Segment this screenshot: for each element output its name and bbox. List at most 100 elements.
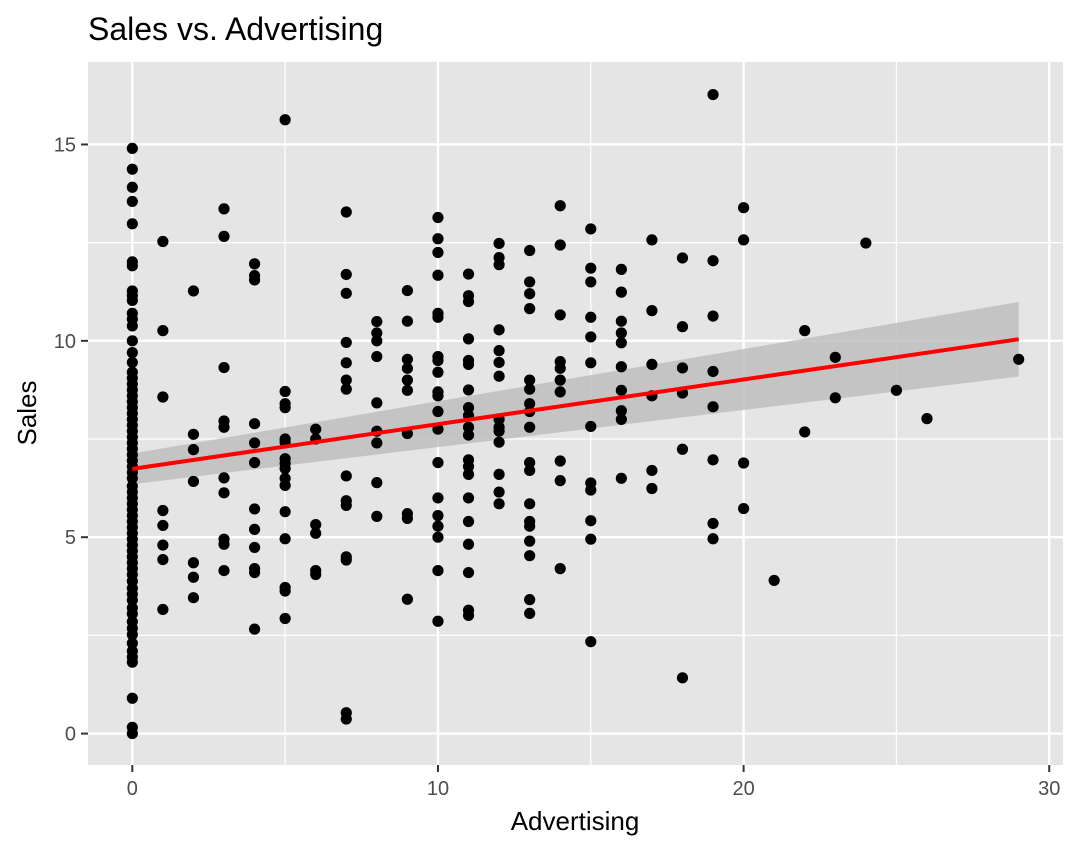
data-point [310,568,322,581]
data-point [524,520,536,532]
x-tick-label: 30 [1038,778,1060,800]
data-point [187,444,200,456]
y-axis: 0 5 10 15 [54,134,88,746]
data-point [126,195,138,208]
data-point [432,246,444,259]
data-point [738,202,750,214]
data-point [126,260,138,272]
data-point [585,276,597,288]
data-point [157,391,169,403]
data-point [676,252,689,264]
data-point [554,475,566,487]
y-tick-label: 5 [65,527,76,549]
data-point [585,311,597,323]
data-point [187,285,200,297]
data-point [829,392,841,404]
data-point [126,181,138,193]
data-point [554,563,566,575]
data-point [462,492,475,504]
data-point [524,464,536,477]
data-point [615,337,627,349]
data-point [279,479,291,491]
data-point [340,499,352,512]
x-tick-label: 10 [427,778,449,800]
data-point [126,320,138,332]
data-point [248,274,261,286]
data-point [462,468,475,480]
data-point [401,284,413,297]
grid-major [88,62,1063,765]
data-point [279,385,291,398]
data-point [279,402,291,414]
confidence-band-layer [132,301,1019,485]
data-point [493,324,505,336]
data-point [493,237,505,250]
data-point [218,564,230,577]
data-point [432,615,444,627]
data-point [462,538,475,550]
data-point [187,475,200,488]
data-point [493,498,505,510]
data-point [1013,353,1025,365]
data-point [340,713,352,725]
data-point [157,539,169,551]
data-point [279,533,291,545]
data-point [340,383,352,395]
data-point [799,426,811,438]
data-point [890,384,903,396]
data-point [585,262,597,274]
data-point [371,327,383,339]
data-point [462,295,475,308]
data-point [432,531,444,543]
data-point [248,523,261,535]
y-tick-label: 0 [65,724,76,746]
data-point [585,420,597,433]
data-point [493,425,505,437]
data-point [585,331,597,343]
data-point [615,405,627,417]
data-point [554,386,566,398]
data-point [432,311,444,323]
data-point [585,484,597,496]
data-point [126,692,138,704]
data-point [432,405,444,418]
data-point [462,384,475,396]
y-tick-label: 10 [54,331,76,353]
data-point [462,402,475,414]
data-point [157,325,169,337]
data-point [462,358,475,371]
data-point [615,413,627,425]
data-point [524,607,536,620]
data-point [707,517,719,530]
data-point [248,503,261,515]
data-point [676,362,689,374]
data-point [462,268,475,280]
data-point [921,413,933,425]
data-point [279,114,291,126]
data-point [524,550,536,562]
x-tick-label: 20 [732,778,754,800]
data-point [218,421,230,433]
data-point [524,383,536,395]
data-point [707,365,719,378]
data-point [524,398,536,410]
data-point [126,656,138,668]
x-axis: 0 10 20 30 [127,765,1060,800]
data-point [524,535,536,547]
data-point [340,336,352,349]
data-point [279,585,291,597]
data-point [218,472,230,484]
y-axis-title: Sales [12,380,42,445]
data-point [524,303,536,315]
data-point [340,268,352,281]
data-point [524,594,536,606]
data-point [462,515,475,528]
data-point [218,487,230,499]
data-point [218,538,230,550]
data-point [248,566,261,579]
data-point [248,258,261,270]
data-point [371,335,383,347]
data-point [493,370,505,382]
data-point [432,510,444,522]
data-point [646,482,658,495]
